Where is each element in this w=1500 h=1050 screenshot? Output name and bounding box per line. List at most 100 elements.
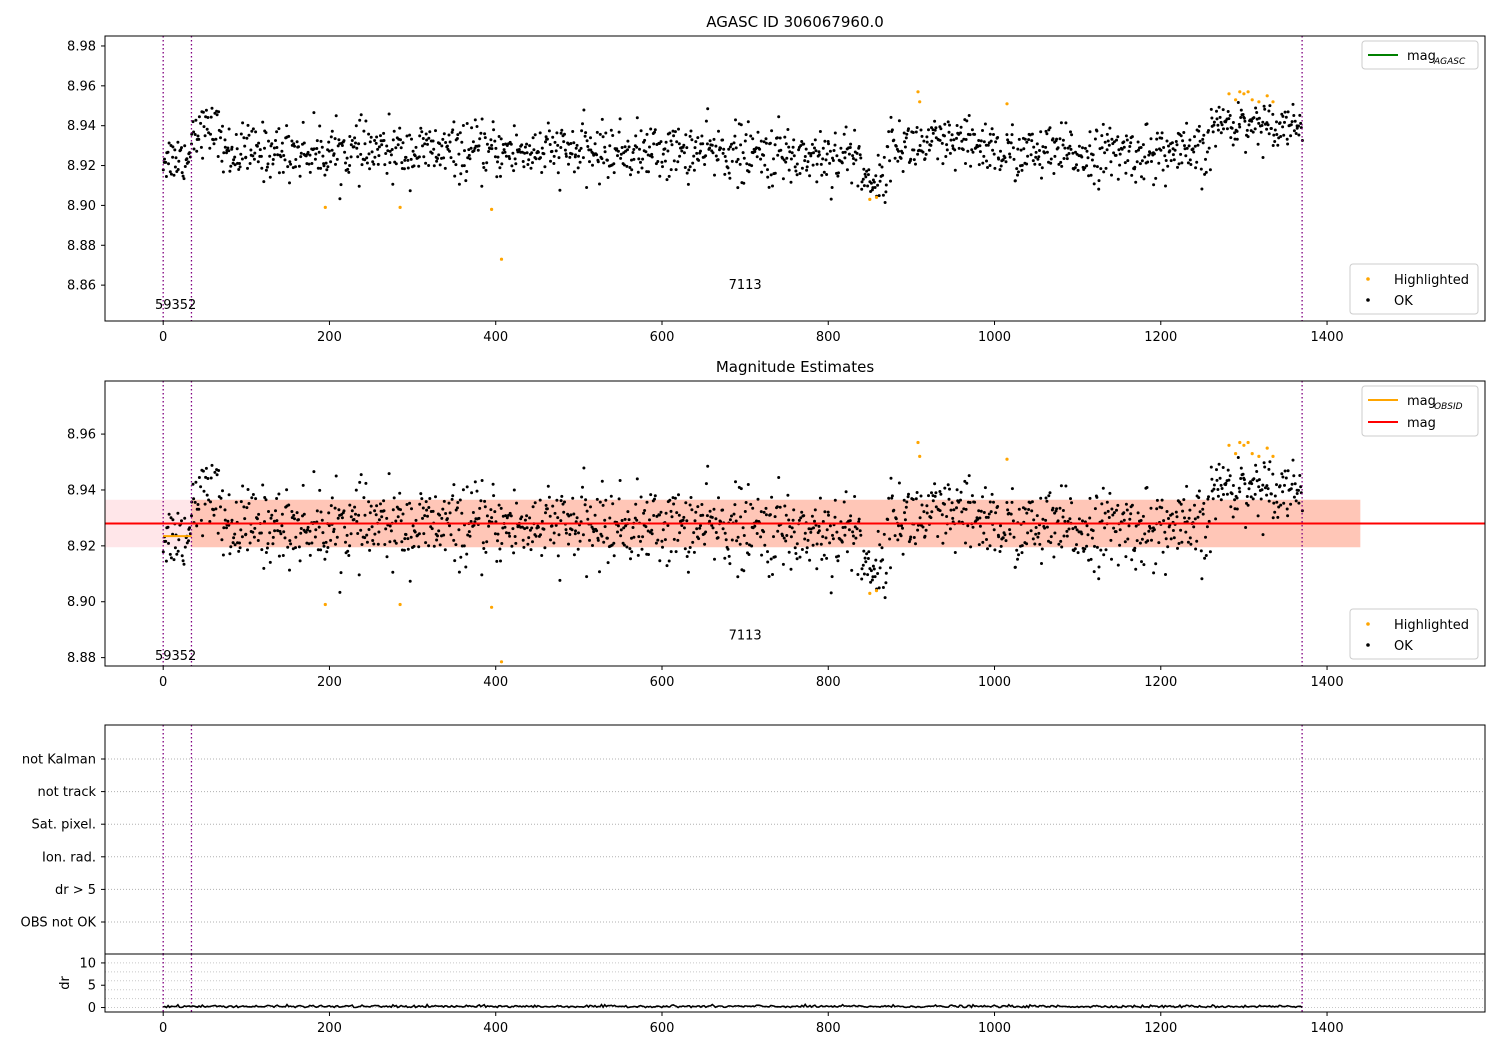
data-point bbox=[833, 143, 837, 147]
data-point bbox=[591, 527, 595, 531]
data-point bbox=[376, 542, 380, 546]
data-point bbox=[209, 500, 212, 504]
data-point bbox=[1171, 153, 1175, 157]
data-point bbox=[225, 151, 228, 155]
data-point bbox=[183, 545, 187, 549]
data-point bbox=[650, 155, 654, 159]
data-point bbox=[986, 515, 990, 519]
data-point bbox=[948, 527, 952, 531]
data-point bbox=[931, 131, 935, 135]
data-point bbox=[453, 559, 457, 563]
data-point bbox=[188, 526, 192, 530]
data-point bbox=[676, 538, 680, 542]
data-point bbox=[601, 503, 605, 507]
data-point bbox=[382, 139, 386, 142]
data-point bbox=[229, 545, 233, 549]
data-point bbox=[886, 518, 890, 521]
data-point bbox=[1102, 553, 1106, 557]
data-point bbox=[623, 145, 627, 149]
data-point bbox=[988, 132, 992, 136]
data-point bbox=[637, 157, 641, 161]
data-point bbox=[531, 540, 534, 544]
data-point bbox=[445, 144, 449, 148]
data-point bbox=[1260, 488, 1264, 492]
data-point bbox=[454, 163, 458, 167]
data-point bbox=[359, 113, 363, 117]
data-point bbox=[1286, 514, 1290, 518]
data-point bbox=[545, 507, 549, 511]
data-point bbox=[1030, 132, 1034, 136]
data-point bbox=[393, 539, 397, 543]
data-point bbox=[424, 132, 428, 136]
data-point bbox=[1292, 114, 1296, 117]
data-point bbox=[985, 538, 988, 541]
data-point bbox=[1192, 525, 1196, 529]
data-point bbox=[734, 118, 737, 122]
data-point bbox=[840, 540, 844, 544]
data-point bbox=[297, 545, 301, 549]
data-point bbox=[195, 149, 199, 153]
data-point bbox=[1273, 494, 1277, 498]
data-point bbox=[485, 540, 489, 544]
data-point bbox=[1107, 143, 1111, 147]
data-point bbox=[1140, 560, 1143, 564]
data-point bbox=[1219, 498, 1223, 502]
data-point bbox=[1275, 483, 1278, 487]
data-point bbox=[443, 548, 447, 552]
data-point bbox=[1281, 125, 1285, 129]
data-point bbox=[235, 147, 239, 151]
y-tick-label: 8.94 bbox=[67, 119, 96, 134]
data-point bbox=[1114, 153, 1118, 157]
data-point bbox=[1083, 166, 1087, 170]
data-point bbox=[626, 148, 629, 152]
data-point bbox=[263, 520, 266, 524]
data-point bbox=[755, 519, 758, 523]
data-point bbox=[1020, 544, 1024, 548]
data-point bbox=[1235, 129, 1239, 133]
x-tick-label: 800 bbox=[816, 675, 841, 690]
data-point bbox=[1048, 491, 1052, 495]
data-point bbox=[1070, 133, 1074, 137]
data-point bbox=[634, 502, 638, 506]
data-point bbox=[167, 541, 170, 545]
data-point bbox=[1193, 503, 1196, 507]
data-point bbox=[971, 150, 975, 154]
data-point bbox=[992, 152, 996, 156]
data-point bbox=[1250, 452, 1254, 456]
data-point bbox=[479, 499, 483, 503]
data-point bbox=[435, 159, 439, 163]
data-point bbox=[489, 138, 493, 142]
data-point bbox=[672, 159, 676, 163]
data-point bbox=[1239, 116, 1243, 119]
data-point bbox=[401, 141, 405, 145]
data-point bbox=[854, 158, 858, 162]
data-point bbox=[399, 146, 403, 150]
data-point bbox=[622, 526, 626, 530]
data-point bbox=[845, 550, 849, 554]
data-point bbox=[1038, 542, 1042, 546]
data-point bbox=[262, 180, 266, 184]
data-point bbox=[1051, 137, 1055, 141]
data-point bbox=[914, 130, 918, 134]
data-point bbox=[271, 158, 275, 161]
data-point bbox=[1283, 469, 1287, 473]
data-point bbox=[403, 158, 407, 162]
data-point bbox=[421, 144, 424, 148]
data-point bbox=[257, 141, 261, 145]
data-point bbox=[354, 512, 357, 516]
data-point bbox=[1216, 494, 1220, 498]
panel-magnitude-frame bbox=[104, 380, 1486, 667]
data-point bbox=[192, 130, 196, 134]
data-point bbox=[437, 153, 441, 157]
data-point bbox=[640, 166, 644, 170]
data-point bbox=[1174, 140, 1178, 143]
data-point bbox=[1125, 138, 1129, 142]
data-point bbox=[231, 161, 235, 165]
data-point bbox=[1045, 132, 1049, 136]
data-point bbox=[187, 539, 190, 543]
data-point bbox=[212, 508, 215, 512]
data-point bbox=[951, 516, 955, 520]
data-point bbox=[744, 501, 748, 504]
data-point bbox=[1279, 135, 1283, 138]
data-point bbox=[678, 531, 682, 535]
